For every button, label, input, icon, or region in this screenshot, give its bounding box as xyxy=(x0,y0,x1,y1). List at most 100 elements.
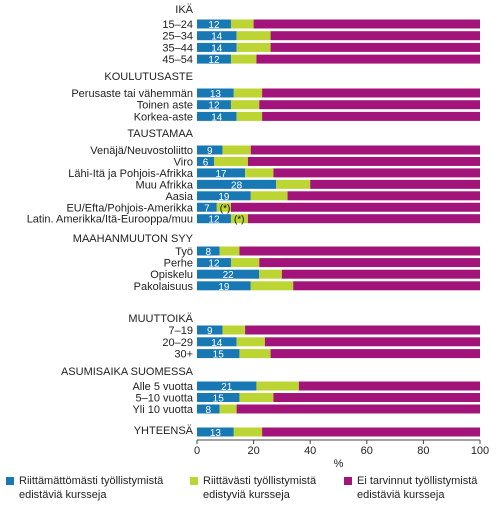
legend-swatch xyxy=(6,477,14,485)
data-label: 12 xyxy=(208,215,220,226)
annotation-label: (*) xyxy=(220,203,231,214)
bar-segment xyxy=(197,404,220,414)
bar-segment xyxy=(197,381,257,391)
bar-segment xyxy=(197,246,220,256)
data-label: 19 xyxy=(218,282,230,293)
bar-segment xyxy=(247,214,480,224)
legend-item-ei-tarvinnut: Ei tarvinnut työllistymistä edistäviä ku… xyxy=(344,474,498,502)
group-title: YHTEENSÄ xyxy=(134,425,194,437)
x-axis-unit: % xyxy=(334,458,344,470)
data-label: 12 xyxy=(208,55,220,66)
bar-segment xyxy=(197,258,231,268)
bar-segment xyxy=(270,42,480,52)
bar-segment xyxy=(236,31,271,41)
bar-segment xyxy=(259,100,480,110)
bar-segment xyxy=(247,156,480,166)
data-label: 13 xyxy=(210,89,222,100)
bar-segment xyxy=(287,191,480,201)
annotation-label: (*) xyxy=(234,215,245,226)
bar-segment xyxy=(281,269,480,279)
bar-segment xyxy=(197,337,237,347)
row-label: 45–54 xyxy=(162,54,193,66)
bar-segment xyxy=(236,404,480,414)
bar-segment xyxy=(197,156,214,166)
x-tick-label: 80 xyxy=(417,445,429,457)
bar-segment xyxy=(197,349,240,359)
data-label: 14 xyxy=(211,112,223,123)
row-label: 20–29 xyxy=(162,337,193,349)
x-tick-label: 0 xyxy=(194,445,200,457)
bar-segment xyxy=(256,54,480,64)
data-label: 12 xyxy=(208,101,220,112)
row-label: Työ xyxy=(175,246,193,258)
row-label: 25–34 xyxy=(162,31,193,43)
row-label: Venäjä/Neuvostoliitto xyxy=(90,145,193,157)
data-label: 15 xyxy=(213,394,225,405)
data-label: 8 xyxy=(206,405,212,416)
bar-segment xyxy=(264,337,480,347)
bar-segment xyxy=(197,111,237,121)
row-label: Perhe xyxy=(164,258,193,270)
bar-segment xyxy=(262,111,480,121)
bar-segment xyxy=(197,145,223,155)
bar-segment xyxy=(250,145,480,155)
group-title: KOULUTUSASTE xyxy=(104,71,193,83)
bar-segment xyxy=(216,202,231,212)
legend-label: Ei tarvinnut työllistymistä edistäviä ku… xyxy=(357,475,478,501)
group-title: IKÄ xyxy=(175,4,193,16)
bar-segment xyxy=(270,349,480,359)
row-label: Korkea-aste xyxy=(134,111,193,123)
row-label: Lähi-Itä ja Pohjois-Afrikka xyxy=(68,168,194,180)
bar-segment xyxy=(250,281,294,291)
bar-segment xyxy=(213,156,248,166)
row-label: 7–19 xyxy=(169,325,193,337)
x-tick-label: 20 xyxy=(247,445,259,457)
data-label: 14 xyxy=(211,338,223,349)
bar-segment xyxy=(230,202,480,212)
bar-segment xyxy=(236,111,263,121)
bar-segment xyxy=(239,349,271,359)
group-title: MAAHANMUUTON SYY xyxy=(73,233,194,245)
bar-segment xyxy=(197,54,231,64)
row-label: Viro xyxy=(174,156,193,168)
bar-segment xyxy=(197,42,237,52)
legend-item-riittavasti: Riittävästi työllistymistä edistyviä kur… xyxy=(190,474,340,502)
x-tick-label: 100 xyxy=(471,445,489,457)
data-label: 13 xyxy=(210,428,222,439)
legend-label: Riittämättömästi työllistymistä edistävi… xyxy=(19,475,164,501)
legend-swatch xyxy=(190,477,198,485)
bar-segment xyxy=(197,281,251,291)
bar-segment xyxy=(197,191,251,201)
bar-segment xyxy=(256,381,299,391)
bar-segment xyxy=(197,269,260,279)
data-label: 22 xyxy=(223,270,235,281)
row-label: Pakolaisuus xyxy=(134,281,194,293)
bar-segment xyxy=(197,100,231,110)
data-label: 7 xyxy=(204,203,210,214)
legend-swatch xyxy=(344,477,352,485)
row-label: Opiskelu xyxy=(150,269,193,281)
row-label: 35–44 xyxy=(162,42,193,54)
bar-segment xyxy=(230,258,260,268)
bar-segment xyxy=(273,393,480,402)
data-label: 14 xyxy=(211,32,223,43)
bar-segment xyxy=(273,168,480,178)
bar-segment xyxy=(197,202,217,212)
x-tick-label: 40 xyxy=(304,445,316,457)
row-label: Alle 5 vuotta xyxy=(132,381,193,393)
bar-segment xyxy=(197,31,237,41)
data-label: 12 xyxy=(208,20,220,31)
bar-segment xyxy=(239,393,274,402)
bar-segment xyxy=(197,325,223,335)
bar-segment xyxy=(222,325,246,335)
row-label: Yli 10 vuotta xyxy=(132,404,193,416)
group-title: ASUMISAIKA SUOMESSA xyxy=(61,366,194,378)
bar-segment xyxy=(236,42,271,52)
row-label: Muu Afrikka xyxy=(136,179,194,191)
bar-segment xyxy=(233,427,263,437)
bar-segment xyxy=(262,427,480,437)
group-title: TAUSTAMAA xyxy=(127,128,193,140)
bar-segment xyxy=(253,19,480,29)
legend-label: Riittävästi työllistymistä edistyviä kur… xyxy=(203,475,317,501)
